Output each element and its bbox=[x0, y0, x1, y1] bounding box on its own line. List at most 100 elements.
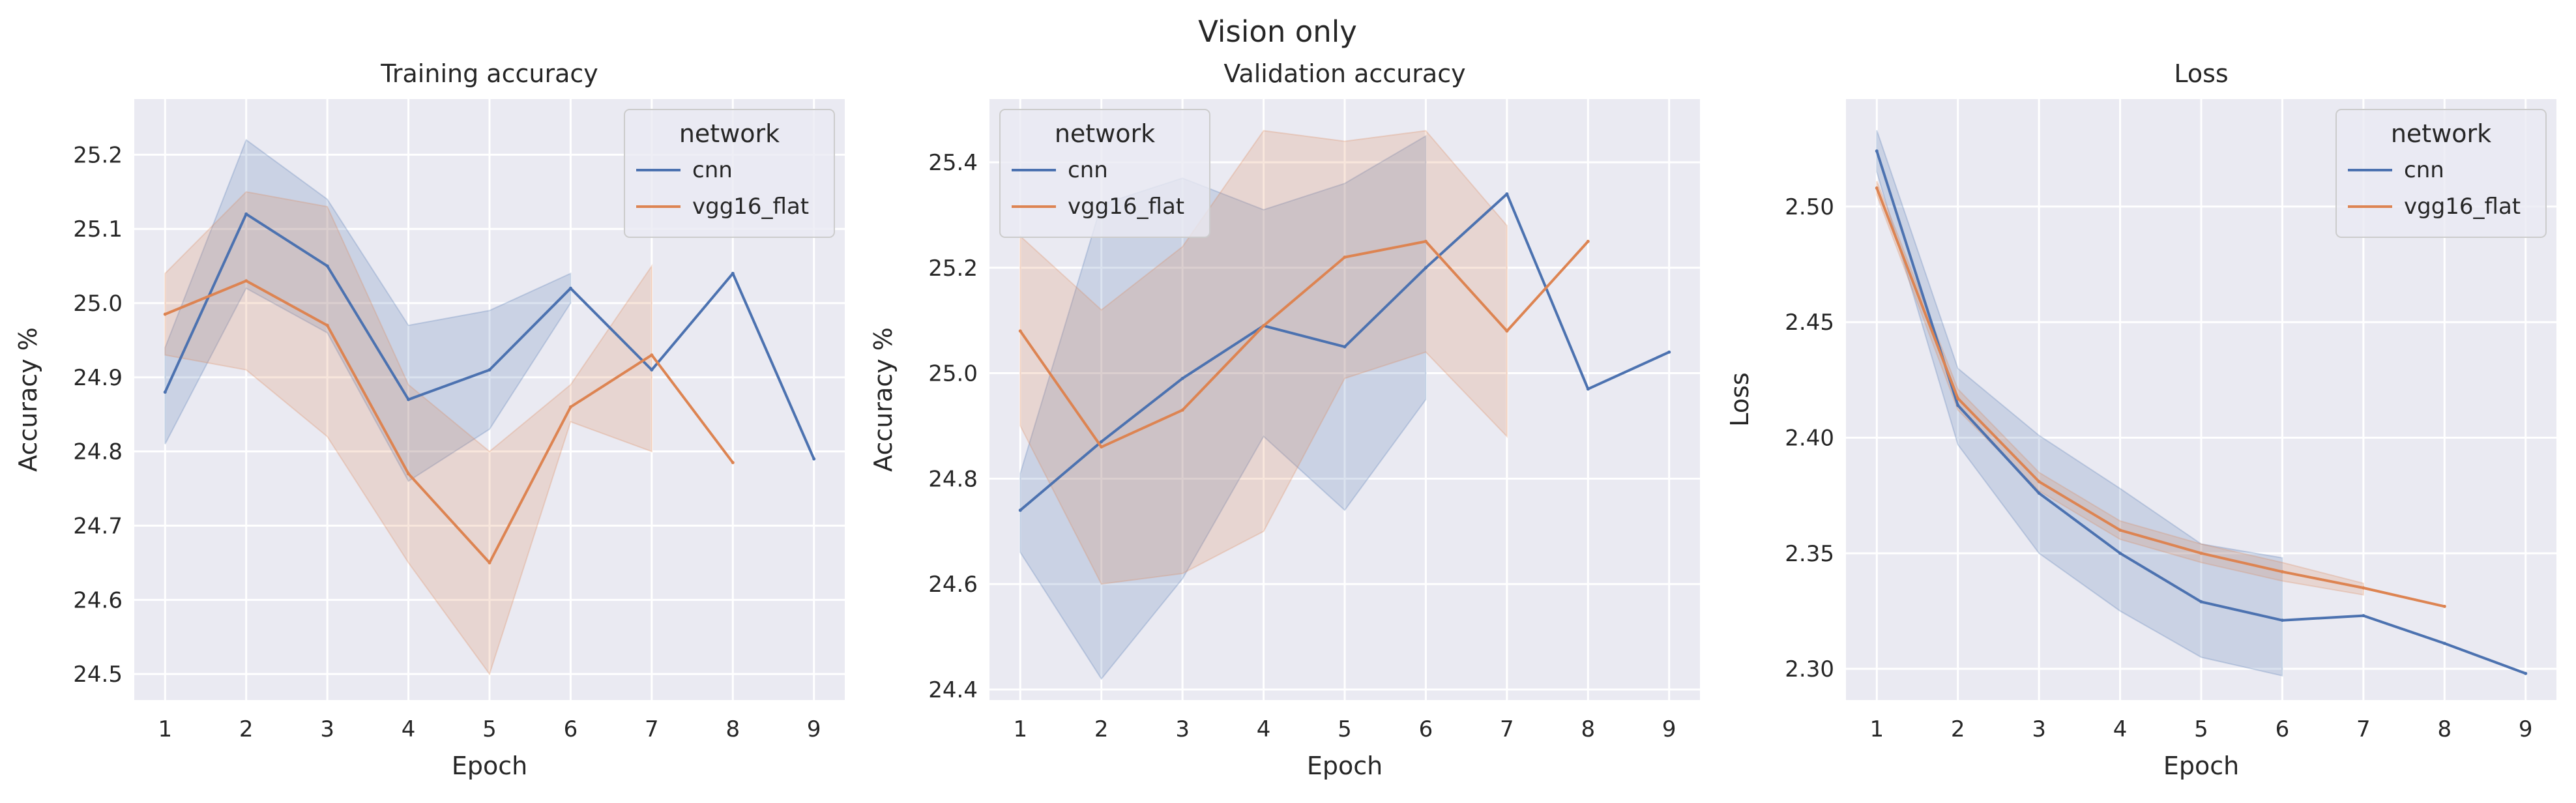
data-point-vgg16_flat bbox=[1180, 408, 1184, 412]
y-tick-label: 2.40 bbox=[1785, 426, 1834, 452]
data-point-cnn bbox=[1018, 508, 1022, 512]
chart-title: Training accuracy bbox=[380, 59, 598, 88]
legend: network cnn vgg16_flat bbox=[624, 109, 835, 238]
data-point-vgg16_flat bbox=[1343, 256, 1347, 259]
legend-title: network bbox=[679, 119, 780, 148]
x-tick-label: 2 bbox=[239, 716, 254, 742]
data-point-vgg16_flat bbox=[1956, 396, 1960, 400]
data-point-vgg16_flat bbox=[1018, 329, 1022, 333]
legend: network cnn vgg16_flat bbox=[2335, 109, 2547, 238]
legend-entry-cnn: cnn bbox=[1068, 157, 1108, 183]
y-tick-label: 2.45 bbox=[1785, 310, 1834, 336]
data-point-vgg16_flat bbox=[2118, 528, 2122, 532]
data-point-vgg16_flat bbox=[2280, 570, 2284, 574]
legend-entry-vgg16_flat: vgg16_flat bbox=[2404, 194, 2521, 220]
legend-entry-vgg16_flat: vgg16_flat bbox=[692, 194, 809, 220]
x-tick-label: 3 bbox=[2032, 716, 2046, 742]
data-point-vgg16_flat bbox=[488, 561, 491, 564]
y-tick-label: 25.0 bbox=[928, 361, 978, 387]
data-point-cnn bbox=[2280, 619, 2284, 622]
data-point-vgg16_flat bbox=[244, 279, 248, 283]
x-axis-label: Epoch bbox=[452, 752, 527, 780]
x-tick-label: 9 bbox=[1662, 716, 1676, 742]
x-tick-label: 1 bbox=[158, 716, 172, 742]
y-tick-label: 25.2 bbox=[73, 142, 123, 168]
data-point-cnn bbox=[2118, 551, 2122, 555]
legend-title: network bbox=[2391, 119, 2491, 148]
series-line-vgg16_flat bbox=[1019, 240, 1590, 448]
data-point-cnn bbox=[1343, 345, 1347, 349]
chart-title: Validation accuracy bbox=[1223, 59, 1465, 88]
data-point-vgg16_flat bbox=[2442, 604, 2446, 608]
x-axis-label: Epoch bbox=[2163, 752, 2239, 780]
x-tick-label: 7 bbox=[645, 716, 659, 742]
data-point-cnn bbox=[1667, 350, 1671, 354]
x-tick-label: 9 bbox=[807, 716, 821, 742]
series-line-vgg16_flat bbox=[164, 279, 735, 564]
legend: network cnn vgg16_flat bbox=[999, 109, 1210, 238]
data-point-vgg16_flat bbox=[2037, 480, 2041, 484]
y-tick-label: 24.8 bbox=[73, 439, 123, 465]
chart-panel-2: 1 2 3 4 5 6 7 8 9 24.4 24.6 24.8 25.0 25.2 25.4 Validat… bbox=[869, 59, 1700, 780]
y-tick-label: 24.6 bbox=[928, 572, 978, 598]
data-point-cnn bbox=[163, 390, 167, 394]
data-point-vgg16_flat bbox=[1262, 324, 1266, 328]
x-tick-label: 6 bbox=[564, 716, 578, 742]
y-tick-label: 2.35 bbox=[1785, 541, 1834, 567]
data-point-cnn bbox=[731, 271, 735, 275]
x-tick-label: 7 bbox=[1500, 716, 1514, 742]
data-point-cnn bbox=[244, 212, 248, 216]
data-point-cnn bbox=[407, 398, 411, 402]
x-tick-label: 1 bbox=[1013, 716, 1027, 742]
chart-title: Loss bbox=[2174, 59, 2228, 88]
x-tick-label: 4 bbox=[2113, 716, 2128, 742]
data-point-cnn bbox=[325, 264, 329, 268]
data-point-vgg16_flat bbox=[163, 312, 167, 316]
chart-panel-1: 1 2 3 4 5 6 7 8 9 24.5 24.6 24.7 24.8 24.9 25.0 25.1 25.… bbox=[14, 59, 845, 780]
x-tick-label: 5 bbox=[1338, 716, 1352, 742]
data-point-cnn bbox=[1100, 440, 1104, 444]
data-point-cnn bbox=[2524, 671, 2528, 675]
x-tick-label: 8 bbox=[725, 716, 740, 742]
x-tick-label: 9 bbox=[2519, 716, 2533, 742]
legend-entry-cnn: cnn bbox=[692, 157, 733, 183]
series-group bbox=[1875, 130, 2528, 677]
series-group bbox=[1018, 130, 1671, 680]
y-tick-label: 24.7 bbox=[73, 514, 123, 540]
data-point-vgg16_flat bbox=[650, 353, 654, 357]
data-point-vgg16_flat bbox=[1100, 445, 1104, 449]
data-point-vgg16_flat bbox=[1586, 239, 1590, 243]
data-point-cnn bbox=[2442, 641, 2446, 645]
series-group bbox=[163, 139, 816, 676]
x-tick-label: 4 bbox=[1257, 716, 1271, 742]
y-axis-label: Accuracy % bbox=[869, 327, 898, 472]
confidence-band-vgg16_flat bbox=[1876, 181, 2364, 596]
data-point-cnn bbox=[2037, 491, 2041, 495]
series-line-vgg16_flat bbox=[1875, 186, 2446, 608]
data-point-cnn bbox=[1956, 403, 1960, 407]
y-tick-label: 24.6 bbox=[73, 587, 123, 613]
data-point-vgg16_flat bbox=[731, 461, 735, 465]
confidence-band-cnn bbox=[164, 139, 572, 482]
data-point-vgg16_flat bbox=[568, 405, 572, 409]
data-point-cnn bbox=[1505, 192, 1509, 196]
data-point-cnn bbox=[2362, 614, 2365, 618]
y-axis-label: Accuracy % bbox=[14, 327, 42, 472]
data-point-cnn bbox=[1586, 387, 1590, 391]
data-point-vgg16_flat bbox=[325, 323, 329, 327]
y-tick-label: 24.5 bbox=[73, 662, 123, 688]
data-point-cnn bbox=[812, 457, 816, 461]
x-tick-label: 5 bbox=[482, 716, 497, 742]
y-tick-label: 25.0 bbox=[73, 291, 123, 317]
y-axis-label: Loss bbox=[1725, 372, 1754, 426]
x-tick-label: 6 bbox=[1419, 716, 1433, 742]
y-tick-label: 25.4 bbox=[928, 150, 978, 176]
data-point-cnn bbox=[568, 286, 572, 290]
y-tick-label: 24.9 bbox=[73, 365, 123, 391]
x-tick-label: 3 bbox=[1175, 716, 1190, 742]
data-point-vgg16_flat bbox=[1875, 186, 1879, 190]
y-tick-label: 24.4 bbox=[928, 677, 978, 703]
chart-panel-3: 1 2 3 4 5 6 7 8 9 2.30 2.35 2.40 2.45 2.50 Loss Epoch Lo… bbox=[1725, 59, 2556, 780]
y-tick-label: 24.8 bbox=[928, 466, 978, 492]
